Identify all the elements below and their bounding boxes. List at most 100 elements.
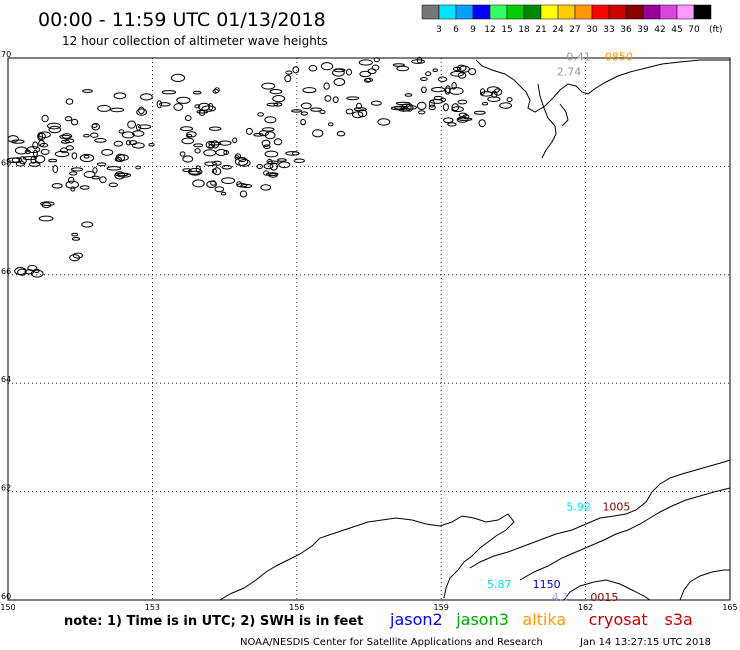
ice-contour — [125, 140, 132, 146]
legend-swatch — [693, 4, 712, 20]
lat-tick-label: 64 — [1, 375, 11, 384]
ice-contour — [161, 90, 177, 95]
track-label: 5.87 — [487, 578, 512, 591]
ice-contour — [456, 64, 467, 72]
ice-contour — [265, 172, 279, 177]
ice-contour — [437, 76, 448, 82]
ice-contour — [65, 180, 79, 189]
ice-contour — [499, 102, 513, 109]
ice-contour — [327, 122, 334, 127]
ice-contour — [118, 129, 125, 134]
ice-contour — [176, 96, 191, 104]
ice-contour — [40, 201, 55, 206]
ice-contour — [204, 161, 218, 167]
ice-contour — [356, 102, 362, 110]
footer-note: note: 1) Time is in UTC; 2) SWH is in fe… — [64, 614, 363, 629]
track-label: 4.1 — [552, 591, 570, 604]
ice-contour — [333, 78, 346, 86]
ice-contour — [182, 155, 194, 163]
ice-contour — [159, 102, 171, 107]
ice-contour — [272, 95, 286, 103]
ice-contour — [198, 109, 206, 116]
ice-contour — [91, 175, 100, 180]
ice-contour — [91, 122, 100, 131]
ice-contour — [17, 268, 27, 276]
ice-contour — [431, 87, 446, 93]
footer-credit: NOAA/NESDIS Center for Satellite Applica… — [240, 637, 543, 648]
legend-swatch — [625, 4, 644, 20]
ice-contour — [136, 108, 148, 116]
lat-tick-label: 70 — [1, 50, 11, 59]
ice-contour — [47, 122, 61, 130]
ice-contour — [449, 87, 464, 95]
ice-contour — [221, 164, 232, 170]
lat-tick-label: 62 — [1, 484, 11, 493]
ice-contour — [310, 107, 323, 112]
ice-contour — [377, 118, 391, 126]
track-label: 2.74 — [557, 65, 582, 78]
legend-label: 36 — [620, 25, 632, 35]
legend-swatch — [659, 4, 678, 20]
legend-swatch — [591, 4, 610, 20]
footer-timestamp: Jan 14 13:27:15 UTC 2018 — [579, 637, 711, 648]
ice-contour — [425, 71, 432, 77]
ice-contour — [71, 237, 81, 241]
satellite-name: altika — [522, 610, 566, 629]
ice-contour — [443, 117, 454, 124]
ice-contour — [373, 57, 380, 63]
ice-contour — [451, 82, 457, 90]
ice-contour — [284, 74, 292, 83]
lat-tick-label: 60 — [1, 592, 11, 601]
ice-contour — [26, 146, 41, 154]
ice-contour — [238, 159, 251, 167]
ice-contour — [263, 144, 271, 149]
ice-contour — [428, 99, 435, 108]
ice-contour — [323, 82, 330, 90]
ice-contour — [346, 96, 360, 101]
legend-label: 3 — [436, 25, 442, 35]
ice-contour — [336, 131, 346, 137]
legend-label: 39 — [637, 25, 649, 35]
ice-contour — [312, 129, 324, 138]
legend-swatch — [438, 4, 457, 20]
ice-contour — [269, 89, 283, 95]
ice-contour — [320, 62, 334, 71]
ice-contour — [192, 179, 205, 188]
ice-contour — [40, 148, 50, 155]
ice-contour — [218, 140, 232, 146]
ice-contour — [32, 141, 39, 150]
ice-contour — [462, 114, 470, 120]
ice-contour — [411, 59, 426, 64]
ice-contours — [6, 56, 513, 278]
ice-contour — [71, 152, 78, 160]
ice-contour — [212, 89, 219, 94]
legend-label: 27 — [569, 25, 580, 35]
ice-contour — [416, 101, 427, 111]
satellite-name: cryosat — [589, 610, 648, 629]
ice-contour — [38, 131, 51, 138]
ice-contour — [256, 164, 263, 169]
ice-contour — [452, 66, 462, 72]
ice-contour — [51, 183, 63, 189]
ice-contour — [398, 107, 410, 112]
ice-contour — [64, 116, 73, 122]
ice-contour — [188, 170, 201, 175]
lon-tick-label: 156 — [289, 603, 304, 612]
legend-swatch — [642, 4, 661, 20]
ice-contour — [24, 149, 31, 155]
ice-contour — [106, 166, 122, 171]
legend-swatch — [421, 4, 440, 20]
ice-contour — [83, 171, 96, 178]
ice-contour — [60, 147, 68, 154]
ice-contour — [79, 153, 95, 163]
legend-swatch — [523, 4, 542, 20]
track-label: 1150 — [533, 578, 561, 591]
ice-contour — [232, 137, 238, 144]
ice-contour — [71, 232, 79, 237]
ice-contour — [357, 109, 368, 118]
ice-contour — [79, 185, 90, 190]
ice-contour — [7, 135, 19, 143]
ice-contour — [108, 182, 119, 188]
ice-contour — [267, 160, 279, 165]
